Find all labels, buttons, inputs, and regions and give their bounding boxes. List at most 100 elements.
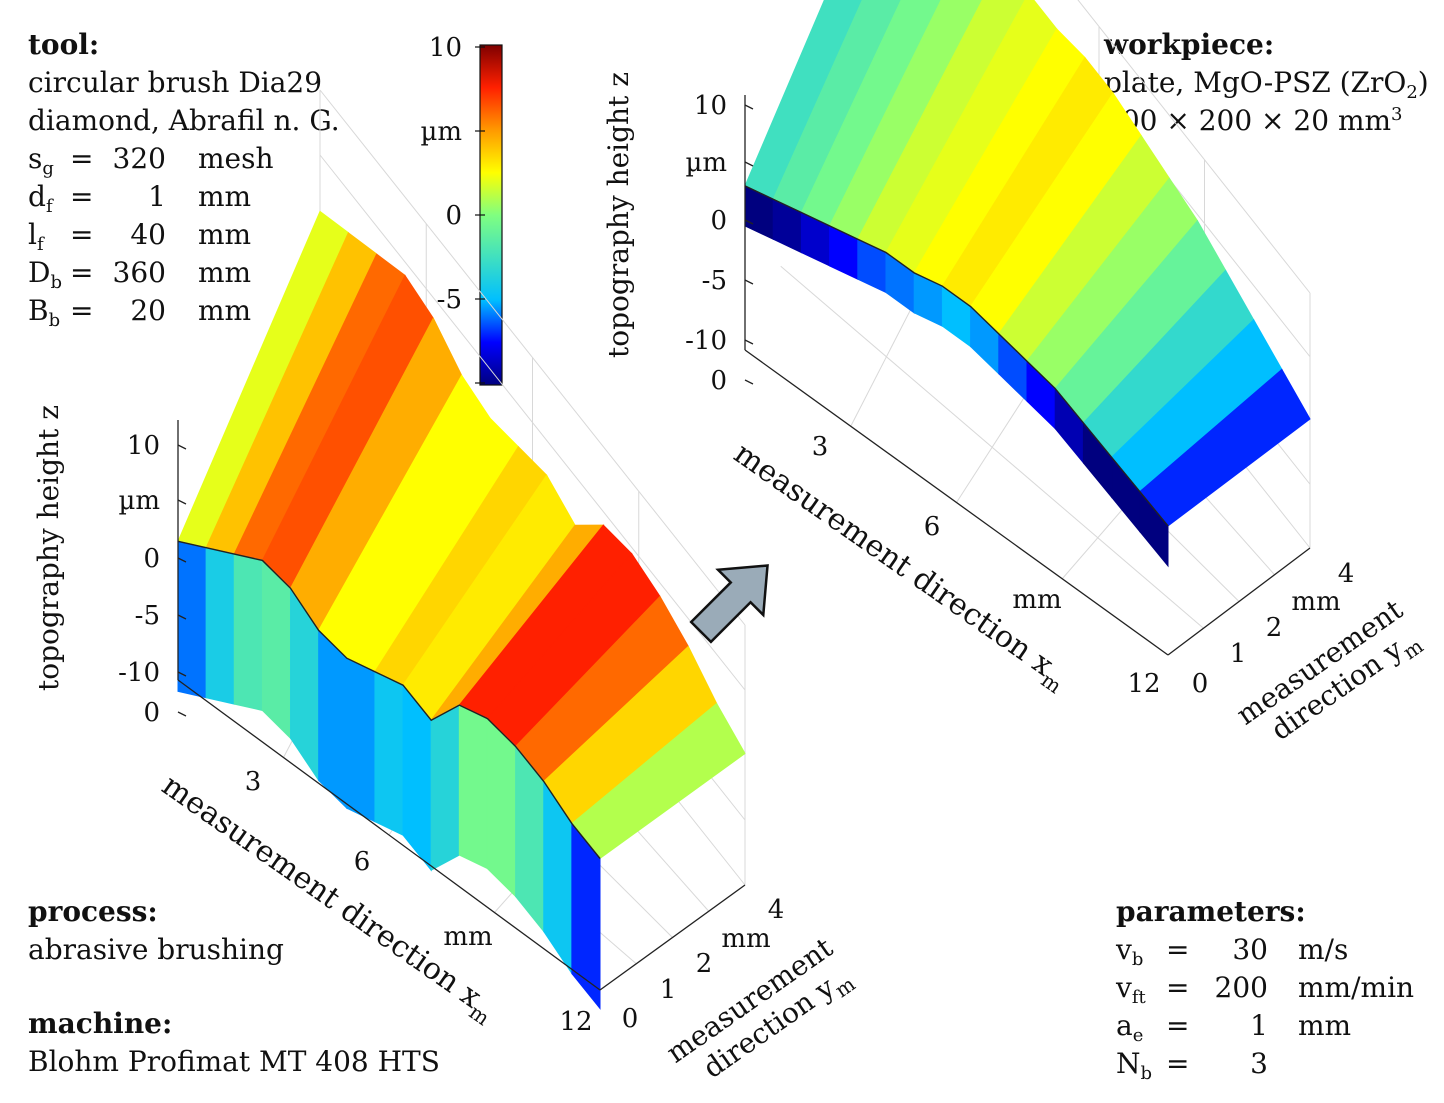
z-tick-label: µm (118, 486, 160, 516)
param-symbol: df (28, 180, 53, 217)
param-unit: mm (198, 294, 252, 327)
z-tick (744, 104, 754, 110)
z-tick (744, 161, 754, 167)
z-tick (177, 614, 187, 620)
surface-edge-line (744, 185, 1169, 527)
x-tick-label: 12 (559, 1007, 592, 1037)
x-tick-label: 6 (354, 847, 371, 877)
param-unit: mm (1298, 1009, 1352, 1042)
param-value: 1 (148, 180, 166, 213)
param-row: lf = 40 mm (28, 216, 340, 254)
param-row: Db = 360 mm (28, 254, 340, 292)
x-tick-label: 3 (245, 767, 262, 797)
tool-line-1: circular brush Dia29 (28, 66, 323, 99)
z-tick-label: -10 (118, 658, 160, 688)
z-tick-label: 10 (694, 91, 727, 121)
colorbar-tick-label: 0 (445, 201, 462, 231)
param-equals: = (1166, 1009, 1190, 1042)
y-tick-label: 0 (1192, 669, 1209, 699)
param-equals: = (70, 142, 94, 175)
param-value: 1 (1250, 1009, 1268, 1042)
param-value: 20 (130, 294, 166, 327)
param-symbol: Nb (1116, 1047, 1153, 1084)
machine-block: machine: Blohm Profimat MT 408 HTS (28, 1005, 440, 1081)
param-unit: m/s (1298, 933, 1349, 966)
surface-skirt (458, 704, 488, 870)
param-symbol: lf (28, 218, 44, 255)
colorbar-tick-label: -5 (437, 285, 462, 315)
z-tick-label: -5 (135, 601, 160, 631)
z-tick-label: µm (685, 148, 727, 178)
workpiece-line-1: plate, MgO-PSZ (ZrO2) (1104, 66, 1429, 103)
param-row: sg = 320 mesh (28, 140, 340, 178)
param-equals: = (70, 218, 94, 251)
colorbar-tick-label: µm (420, 117, 462, 147)
tool-block: tool: circular brush Dia29 diamond, Abra… (28, 26, 340, 330)
y-tick-label: 1 (1230, 639, 1247, 669)
param-equals: = (1166, 933, 1190, 966)
surface-skirt (233, 553, 263, 712)
x-tick-label: 12 (1127, 669, 1160, 699)
param-unit: mm (198, 180, 252, 213)
z-tick-label: -10 (685, 326, 727, 356)
param-unit: mesh (198, 142, 274, 175)
z-tick (177, 671, 187, 677)
parameters-block: parameters: vb = 30 m/s vft = 200 mm/min ae = 1 mm N… (1116, 893, 1414, 1083)
tool-params: sg = 320 mesh df = 1 mm lf = 40 mm Db = 360 mm Bb = 20 mm (28, 140, 340, 330)
z-tick (177, 711, 187, 717)
param-row: Nb = 3 (1116, 1045, 1414, 1083)
tool-heading: tool: (28, 28, 100, 61)
y-tick-label: 4 (1338, 559, 1355, 589)
grid-line (319, 89, 746, 626)
y-axis-line (1167, 547, 1311, 656)
workpiece-block: workpiece: plate, MgO-PSZ (ZrO2) 200 × 2… (1104, 26, 1429, 140)
parameters-heading: parameters: (1116, 895, 1306, 928)
param-symbol: ae (1116, 1009, 1144, 1046)
param-value: 3 (1250, 1047, 1268, 1080)
y-tick-label: mm (721, 924, 770, 954)
colorbar-tick-label: 10 (429, 33, 462, 63)
param-unit: mm/min (1298, 971, 1415, 1004)
param-equals: = (70, 294, 94, 327)
z-tick (744, 339, 754, 345)
surface-skirt (486, 717, 517, 898)
grid-line (780, 265, 1204, 629)
param-equals: = (70, 180, 94, 213)
param-unit: mm (198, 218, 252, 251)
z-tick (744, 379, 754, 385)
param-value: 30 (1232, 933, 1268, 966)
z-tick-label: 0 (143, 698, 160, 728)
y-axis-line (599, 884, 746, 991)
param-value: 320 (112, 142, 166, 175)
z-tick (177, 499, 187, 505)
surface-skirt (346, 657, 376, 823)
surface-skirt (374, 670, 404, 837)
z-tick (744, 279, 754, 285)
param-value: 200 (1214, 971, 1268, 1004)
y-tick-label: 2 (1266, 613, 1283, 643)
x-axis-title: measurement direction xm (725, 436, 1076, 698)
x-tick-label: mm (443, 922, 492, 952)
z-tick-label: 0 (710, 206, 727, 236)
param-row: df = 1 mm (28, 178, 340, 216)
x-axis-line (177, 679, 601, 991)
process-block: process: abrasive brushing (28, 893, 284, 969)
z-tick-label: -5 (702, 266, 727, 296)
workpiece-heading: workpiece: (1104, 28, 1275, 61)
surface-skirt (318, 629, 348, 810)
surface-skirt (261, 559, 292, 740)
machine-text: Blohm Profimat MT 408 HTS (28, 1045, 440, 1078)
param-symbol: vft (1116, 971, 1146, 1008)
param-row: vft = 200 mm/min (1116, 969, 1414, 1007)
param-equals: = (1166, 971, 1190, 1004)
x-axis-line (744, 349, 1169, 656)
process-text: abrasive brushing (28, 933, 284, 966)
machine-heading: machine: (28, 1007, 173, 1040)
param-row: ae = 1 mm (1116, 1007, 1414, 1045)
grid-line (1077, 0, 1311, 294)
grid-line (319, 154, 746, 691)
param-symbol: Bb (28, 294, 61, 331)
parameter-rows: vb = 30 m/s vft = 200 mm/min ae = 1 mm Nb = 3 (1116, 931, 1414, 1083)
